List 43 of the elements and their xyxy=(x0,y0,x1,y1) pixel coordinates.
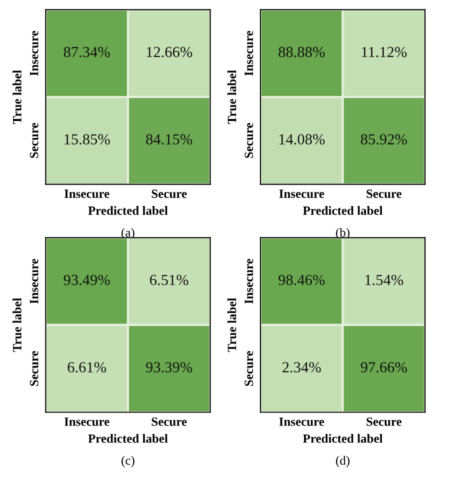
data-label: 85.92% xyxy=(360,134,407,145)
y-tick-label: Secure xyxy=(244,350,254,386)
data-label: 2.34% xyxy=(282,362,321,372)
y-tick-label: Insecure xyxy=(244,30,254,76)
data-label: 15.85% xyxy=(64,134,110,145)
data-label: 98.46% xyxy=(278,274,325,286)
text: (d) xyxy=(336,456,350,468)
data-label: 93.39% xyxy=(146,362,192,372)
data-label: 1.54% xyxy=(365,274,404,286)
y-tick-label: Insecure xyxy=(30,258,38,304)
data-label: 14.08% xyxy=(279,134,325,145)
data-label: 88.88% xyxy=(278,46,325,58)
x-axis-title: Predicted label xyxy=(88,434,168,443)
x-tick-label: Secure xyxy=(152,190,187,198)
data-label: 84.15% xyxy=(146,134,192,145)
data-label: 87.34% xyxy=(64,46,110,58)
y-tick-label: Insecure xyxy=(244,258,254,304)
x-axis-title: Predicted label xyxy=(88,206,168,215)
y-tick-label: Secure xyxy=(30,123,38,158)
x-tick-label: Secure xyxy=(366,190,402,198)
y-axis-title: True label xyxy=(227,70,236,124)
y-tick-label: Insecure xyxy=(30,30,38,76)
y-tick-label: Secure xyxy=(30,350,38,386)
annotation: (a) xyxy=(122,228,134,240)
data-label: 6.61% xyxy=(68,362,106,372)
x-tick-label: Insecure xyxy=(64,190,110,198)
x-tick-label: Insecure xyxy=(279,190,324,198)
y-axis-title: True label xyxy=(12,70,22,124)
x-axis-title: Predicted label xyxy=(302,434,383,443)
y-axis-title: True label xyxy=(12,298,22,352)
data-label: 12.66% xyxy=(146,46,192,58)
y-tick-label: Secure xyxy=(244,123,254,158)
x-axis-title: Predicted label xyxy=(302,206,383,215)
x-tick-label: Insecure xyxy=(279,418,324,426)
y-axis-title: True label xyxy=(227,298,236,352)
x-tick-label: Secure xyxy=(366,418,402,426)
data-label: 6.51% xyxy=(150,274,188,286)
x-tick-label: Secure xyxy=(152,418,187,426)
data-label: 11.12% xyxy=(362,46,407,58)
text: (c) xyxy=(122,456,134,468)
data-label: 97.66% xyxy=(360,362,407,372)
data-label: 93.49% xyxy=(64,274,110,286)
x-tick-label: Insecure xyxy=(64,418,110,426)
